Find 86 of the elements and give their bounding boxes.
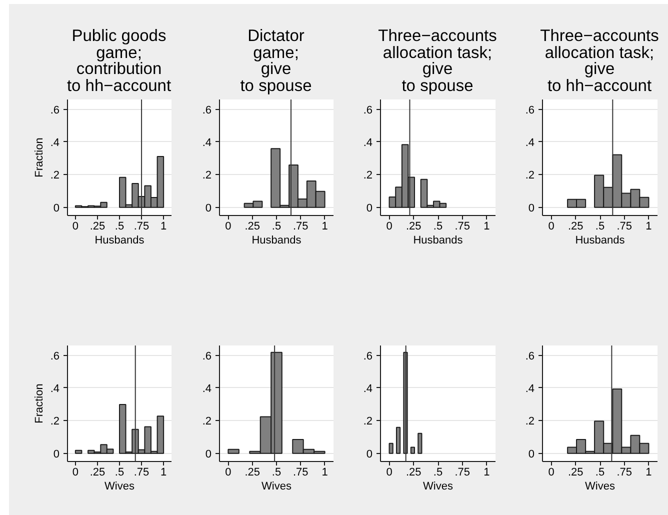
- x-tick-label: .5: [433, 220, 443, 232]
- x-tick-label: .5: [272, 466, 282, 478]
- x-tick-label: 0: [225, 466, 232, 478]
- x-tick-label: .25: [90, 466, 106, 478]
- y-tick-label: .6: [202, 350, 212, 362]
- x-tick-label: 0: [225, 220, 232, 232]
- x-tick-label: .25: [244, 466, 260, 478]
- y-tick-label: 0: [53, 202, 60, 214]
- x-tick-label: .5: [114, 466, 124, 478]
- y-tick-label: .4: [50, 382, 60, 395]
- y-tick-label: .2: [363, 416, 373, 428]
- x-tick-label: 1: [160, 220, 167, 232]
- x-tick-label: .25: [244, 220, 260, 232]
- y-tick-label: 0: [366, 202, 373, 214]
- x-tick-label: .25: [90, 220, 106, 232]
- y-tick-label: .6: [363, 350, 373, 362]
- y-tick-label: .4: [202, 382, 212, 395]
- x-tick-label: 1: [484, 220, 490, 232]
- y-tick-label: .2: [50, 170, 60, 182]
- x-tick-label: .5: [433, 466, 443, 478]
- x-tick-label: .25: [568, 466, 584, 478]
- x-tick-label: 0: [548, 466, 554, 478]
- x-tick-label: .75: [454, 466, 470, 478]
- y-tick-label: 0: [528, 202, 535, 214]
- y-tick-label: .4: [50, 136, 60, 149]
- x-tick-label: 0: [72, 466, 78, 478]
- x-tick-label: .25: [406, 466, 422, 478]
- y-tick-label: .2: [525, 170, 535, 182]
- y-axis-title: Fraction: [33, 138, 46, 178]
- y-tick-label: .4: [525, 136, 535, 149]
- x-axis-title: Wives: [104, 480, 135, 492]
- x-tick-label: .75: [616, 466, 632, 478]
- y-tick-label: .6: [50, 350, 60, 362]
- x-tick-label: .75: [293, 220, 308, 232]
- y-tick-label: .6: [525, 104, 535, 116]
- x-tick-label: 1: [646, 220, 652, 232]
- y-tick-label: 0: [366, 448, 373, 460]
- y-tick-label: 0: [53, 448, 60, 460]
- x-tick-label: .25: [406, 220, 422, 232]
- x-tick-label: .5: [272, 220, 282, 232]
- x-axis-title: Wives: [585, 480, 616, 492]
- y-tick-label: .6: [50, 104, 60, 116]
- y-tick-label: .2: [525, 416, 535, 428]
- chart-title: Public goods game; contribution to hh−account: [66, 27, 172, 96]
- y-tick-label: .4: [202, 136, 212, 149]
- x-axis-title: Wives: [423, 480, 454, 492]
- x-tick-label: .75: [616, 220, 632, 232]
- x-tick-label: 0: [548, 220, 554, 232]
- x-tick-label: .75: [134, 220, 150, 232]
- x-tick-label: 1: [322, 466, 328, 478]
- x-tick-label: 0: [72, 220, 78, 232]
- x-tick-label: 1: [160, 466, 167, 478]
- x-tick-label: 1: [484, 466, 490, 478]
- x-tick-label: .75: [454, 220, 470, 232]
- y-axis-title: Fraction: [33, 384, 46, 424]
- x-axis-title: Husbands: [252, 234, 302, 246]
- x-tick-label: .75: [293, 466, 308, 478]
- y-tick-label: .2: [202, 170, 212, 182]
- x-axis-title: Husbands: [413, 234, 464, 246]
- x-tick-label: 0: [386, 466, 392, 478]
- y-tick-label: .2: [363, 170, 373, 182]
- y-tick-label: .4: [525, 382, 535, 395]
- x-axis-title: Husbands: [575, 234, 626, 246]
- y-tick-label: .2: [50, 416, 60, 428]
- y-tick-label: .4: [363, 382, 373, 395]
- x-tick-label: 0: [386, 220, 392, 232]
- y-tick-label: .4: [363, 136, 373, 149]
- y-tick-label: 0: [205, 202, 212, 214]
- chart-title: Three−accounts allocation task; give to hh−account: [539, 27, 660, 96]
- y-tick-label: .6: [202, 104, 212, 116]
- x-tick-label: .5: [595, 466, 605, 478]
- y-tick-label: .6: [363, 104, 373, 116]
- y-tick-label: 0: [205, 448, 212, 460]
- x-tick-label: .75: [134, 466, 150, 478]
- x-tick-label: 1: [322, 220, 328, 232]
- y-tick-label: 0: [528, 448, 535, 460]
- x-tick-label: .5: [114, 220, 124, 232]
- x-tick-label: .5: [595, 220, 605, 232]
- y-tick-label: .6: [525, 350, 535, 362]
- chart-title: Three−accounts allocation task; give to spouse: [377, 27, 498, 96]
- x-axis-title: Wives: [262, 480, 292, 492]
- chart-title: Dictator game; give to spouse: [239, 27, 313, 96]
- y-tick-label: .2: [202, 416, 212, 428]
- x-tick-label: .25: [568, 220, 584, 232]
- x-axis-title: Husbands: [94, 234, 145, 246]
- x-tick-label: 1: [646, 466, 652, 478]
